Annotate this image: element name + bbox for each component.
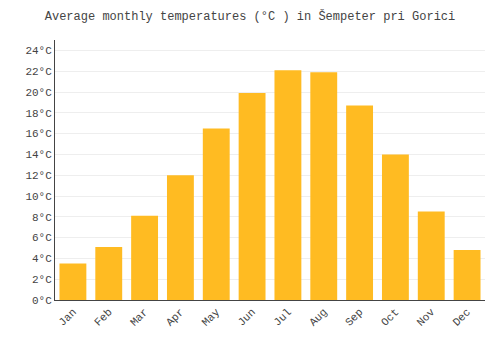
svg-text:Apr: Apr xyxy=(164,306,186,328)
svg-text:6°C: 6°C xyxy=(32,232,52,244)
svg-text:Jun: Jun xyxy=(236,306,258,328)
svg-text:22°C: 22°C xyxy=(25,66,52,78)
svg-text:Dec: Dec xyxy=(451,306,473,328)
svg-text:2°C: 2°C xyxy=(32,274,52,286)
svg-text:Jul: Jul xyxy=(271,306,293,328)
svg-text:8°C: 8°C xyxy=(32,212,52,224)
svg-text:Average monthly temperatures (: Average monthly temperatures (°C ) in Še… xyxy=(45,9,455,24)
svg-text:10°C: 10°C xyxy=(25,191,52,203)
svg-text:Nov: Nov xyxy=(415,306,438,329)
svg-text:24°C: 24°C xyxy=(25,45,52,57)
svg-text:Feb: Feb xyxy=(92,306,114,328)
svg-text:Oct: Oct xyxy=(379,306,401,328)
svg-text:May: May xyxy=(200,306,223,329)
svg-text:4°C: 4°C xyxy=(32,253,52,265)
svg-text:18°C: 18°C xyxy=(25,108,52,120)
svg-text:20°C: 20°C xyxy=(25,87,52,99)
svg-text:Aug: Aug xyxy=(307,306,329,328)
svg-text:Jan: Jan xyxy=(56,306,78,328)
svg-text:14°C: 14°C xyxy=(25,149,52,161)
svg-text:0°C: 0°C xyxy=(32,295,52,307)
svg-text:16°C: 16°C xyxy=(25,128,52,140)
svg-text:12°C: 12°C xyxy=(25,170,52,182)
svg-text:Mar: Mar xyxy=(128,306,150,328)
svg-text:Sep: Sep xyxy=(343,306,365,328)
